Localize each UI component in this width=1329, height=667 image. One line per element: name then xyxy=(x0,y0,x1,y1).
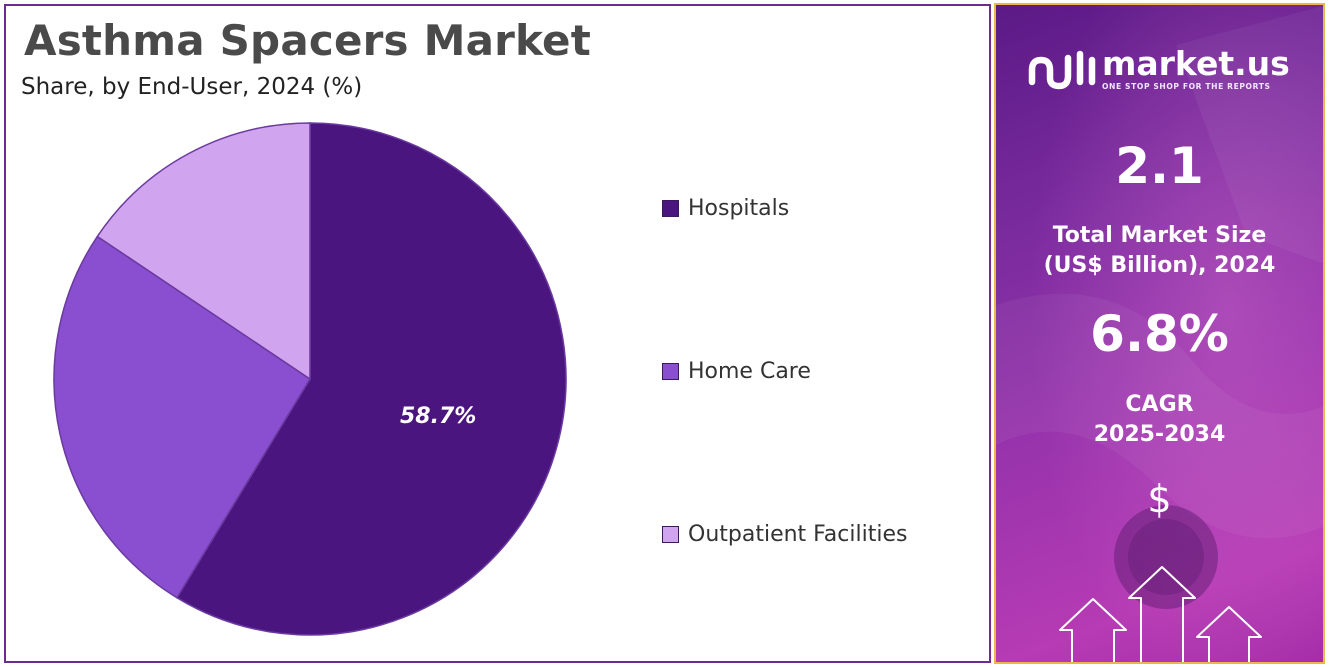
legend-item-outpatient-facilities: Outpatient Facilities xyxy=(662,522,907,547)
growth-arrows-icon xyxy=(1059,566,1262,662)
pie-slice-hospitals xyxy=(175,122,567,636)
chart-subtitle: Share, by End-User, 2024 (%) xyxy=(21,74,363,100)
dollar-icon: $ xyxy=(1147,477,1172,521)
summary-panel: market.us ONE STOP SHOP FOR THE REPORTS … xyxy=(994,3,1325,664)
market-us-logo-icon xyxy=(1028,50,1096,90)
legend-swatch xyxy=(662,363,679,380)
legend-swatch xyxy=(662,526,679,543)
brand-logo[interactable]: market.us ONE STOP SHOP FOR THE REPORTS xyxy=(1026,47,1290,91)
background-decoration xyxy=(996,5,1323,662)
cagr-label-line1: CAGR xyxy=(1125,392,1194,417)
legend-swatch xyxy=(662,200,679,217)
legend-label: Hospitals xyxy=(688,196,790,221)
market-size-value: 2.1 xyxy=(1115,137,1204,195)
page-title: Asthma Spacers Market xyxy=(24,16,591,65)
legend-label: Outpatient Facilities xyxy=(688,522,908,547)
legend-item-hospitals: Hospitals xyxy=(662,196,789,221)
pie-chart: 58.7% xyxy=(53,122,567,636)
pie-slice-home-care xyxy=(53,235,312,599)
brand-tagline: ONE STOP SHOP FOR THE REPORTS xyxy=(1102,82,1271,91)
cagr-label-line2: 2025-2034 xyxy=(1093,422,1226,447)
cagr-value: 6.8% xyxy=(1090,305,1229,363)
data-label-hospitals: 58.7% xyxy=(400,404,476,429)
brand-name: market.us xyxy=(1102,44,1290,83)
market-size-label-line2: (US$ Billion), 2024 xyxy=(1043,253,1276,278)
legend-item-home-care: Home Care xyxy=(662,359,811,384)
pie-slice-outpatient-facilities xyxy=(96,122,311,381)
chart-panel: Asthma Spacers Market Share, by End-User… xyxy=(4,4,991,663)
legend-label: Home Care xyxy=(688,359,811,384)
market-size-label-line1: Total Market Size xyxy=(1052,223,1267,248)
